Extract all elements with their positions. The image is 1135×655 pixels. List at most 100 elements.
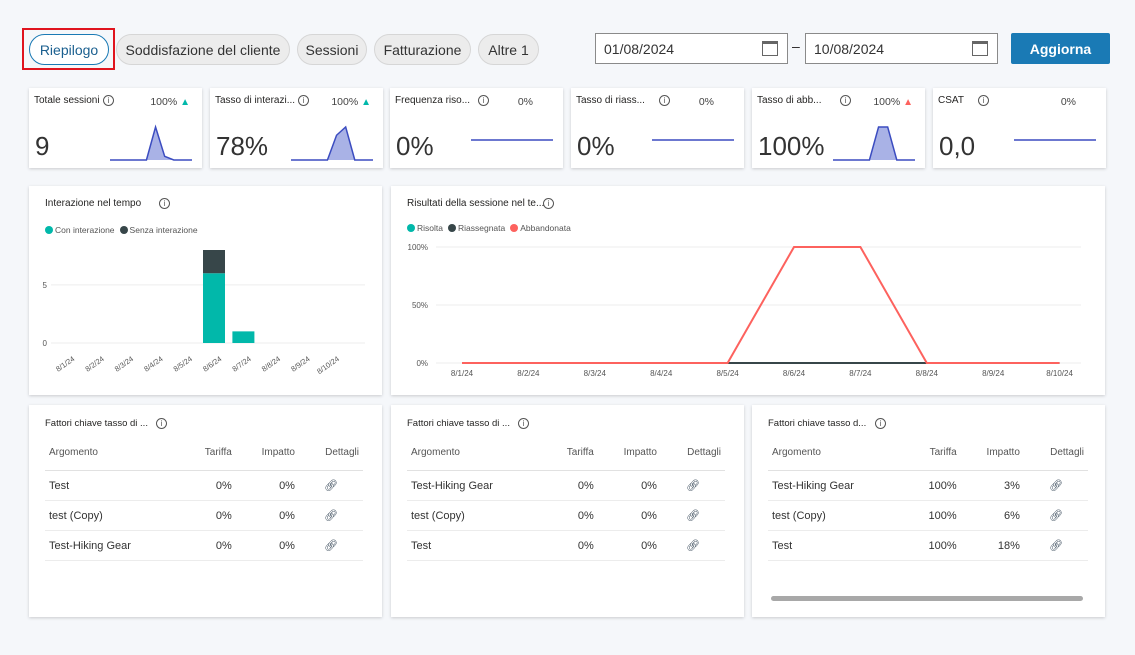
- table-row[interactable]: Test 0% 0% 🔗︎: [407, 530, 725, 561]
- legend-item[interactable]: Riassegnata: [447, 223, 505, 233]
- column-header[interactable]: Argomento: [768, 447, 906, 471]
- column-header[interactable]: Impatto: [597, 447, 661, 471]
- table-row[interactable]: test (Copy) 0% 0% 🔗︎: [407, 500, 725, 531]
- kpi-card[interactable]: CSAT i 0% 0,0: [933, 88, 1106, 168]
- table-row[interactable]: Test-Hiking Gear 0% 0% 🔗︎: [407, 470, 725, 501]
- table-title: Fattori chiave tasso d...: [768, 418, 867, 429]
- refresh-button[interactable]: Aggiorna: [1011, 33, 1110, 64]
- link-icon[interactable]: 🔗︎: [324, 540, 338, 552]
- info-icon[interactable]: i: [103, 95, 114, 106]
- column-header[interactable]: Argomento: [45, 447, 183, 471]
- column-header[interactable]: Dettagli: [1023, 447, 1088, 471]
- topic-cell: Test-Hiking Gear: [407, 470, 545, 501]
- column-header[interactable]: Tariffa: [905, 447, 961, 471]
- column-header[interactable]: Tariffa: [182, 447, 236, 471]
- info-icon[interactable]: i: [159, 198, 170, 209]
- tab-fatturazione[interactable]: Fatturazione: [374, 34, 471, 65]
- legend-item[interactable]: Con interazione: [45, 225, 115, 235]
- link-icon[interactable]: 🔗︎: [686, 540, 700, 552]
- kpi-value: 0,0: [939, 131, 976, 161]
- info-icon[interactable]: i: [156, 418, 167, 429]
- x-tick-label: 8/1/24: [451, 369, 474, 378]
- info-icon[interactable]: i: [543, 198, 554, 209]
- x-tick-label: 8/7/24: [230, 354, 252, 373]
- column-header[interactable]: Argomento: [407, 447, 545, 471]
- tab-altre[interactable]: Altre 1: [478, 34, 539, 65]
- sparkline-area: [291, 127, 373, 160]
- key-drivers-card: Fattori chiave tasso d... i Argomento Tar…: [752, 405, 1105, 617]
- sparkline: [471, 139, 553, 141]
- horizontal-scrollbar[interactable]: [771, 596, 1083, 601]
- table-row[interactable]: Test 100% 18% 🔗︎: [768, 530, 1088, 561]
- legend: Risolta Riassegnata Abbandonata: [407, 223, 571, 233]
- rate-cell: 0%: [182, 530, 236, 561]
- legend-item[interactable]: Senza interazione: [119, 225, 198, 235]
- kpi-card[interactable]: Tasso di abb... i 100% ▲ 100%: [752, 88, 925, 168]
- info-icon[interactable]: i: [978, 95, 989, 106]
- table-row[interactable]: Test-Hiking Gear 100% 3% 🔗︎: [768, 470, 1088, 501]
- impact-cell: 0%: [597, 470, 661, 501]
- table-row[interactable]: Test 0% 0% 🔗︎: [45, 470, 363, 501]
- column-header[interactable]: Dettagli: [660, 447, 725, 471]
- key-drivers-table: Argomento Tariffa Impatto Dettagli Test-Hiki…: [407, 447, 725, 561]
- tab-soddisfazione-cliente[interactable]: Soddisfazione del cliente: [116, 34, 290, 65]
- table-row[interactable]: test (Copy) 0% 0% 🔗︎: [45, 500, 363, 531]
- column-header[interactable]: Impatto: [235, 447, 299, 471]
- rate-cell: 100%: [905, 470, 961, 501]
- legend-item[interactable]: Risolta: [407, 223, 443, 233]
- kpi-card[interactable]: Frequenza riso... i 0% 0%: [390, 88, 563, 168]
- link-icon[interactable]: 🔗︎: [686, 510, 700, 522]
- sparkline-line: [291, 125, 373, 161]
- column-header[interactable]: Impatto: [960, 447, 1024, 471]
- sparkline-line: [110, 124, 192, 161]
- tab-riepilogo[interactable]: Riepilogo: [29, 34, 109, 65]
- kpi-delta-value: 0%: [1060, 96, 1076, 108]
- kpi-title: Frequenza riso...: [395, 95, 471, 106]
- info-icon[interactable]: i: [875, 418, 886, 429]
- topic-cell: Test: [768, 530, 906, 561]
- rate-cell: 0%: [544, 500, 598, 531]
- link-icon[interactable]: 🔗︎: [324, 480, 338, 492]
- link-icon[interactable]: 🔗︎: [1048, 510, 1063, 522]
- sparkline: [1014, 139, 1096, 141]
- topic-cell: test (Copy): [45, 500, 183, 531]
- info-icon[interactable]: i: [840, 95, 851, 106]
- x-tick-label: 8/9/24: [289, 354, 311, 373]
- rate-cell: 0%: [544, 530, 598, 561]
- column-header[interactable]: Dettagli: [298, 447, 363, 471]
- link-icon[interactable]: 🔗︎: [1048, 540, 1063, 552]
- kpi-card[interactable]: Totale sessioni i 100% ▲ 9: [29, 88, 202, 168]
- calendar-icon[interactable]: [972, 41, 988, 56]
- legend: Con interazione Senza interazione: [45, 225, 198, 235]
- sparkline-line: [833, 126, 915, 161]
- key-drivers-card: Fattori chiave tasso di ... i Argomento T…: [391, 405, 744, 617]
- table-title: Fattori chiave tasso di ...: [45, 418, 148, 429]
- info-icon[interactable]: i: [518, 418, 529, 429]
- kpi-delta: 100% ▲: [150, 96, 190, 108]
- link-icon[interactable]: 🔗︎: [686, 480, 700, 492]
- link-icon[interactable]: 🔗︎: [1048, 480, 1063, 492]
- info-icon[interactable]: i: [478, 95, 489, 106]
- info-icon[interactable]: i: [659, 95, 670, 106]
- link-icon[interactable]: 🔗︎: [324, 510, 338, 522]
- x-tick-label: 8/9/24: [982, 369, 1005, 378]
- table-row[interactable]: test (Copy) 100% 6% 🔗︎: [768, 500, 1088, 531]
- table-row[interactable]: Test-Hiking Gear 0% 0% 🔗︎: [45, 530, 363, 561]
- kpi-card[interactable]: Tasso di interazi... i 100% ▲ 78%: [210, 88, 383, 168]
- kpi-title: Tasso di abb...: [757, 95, 822, 106]
- column-header[interactable]: Tariffa: [544, 447, 598, 471]
- kpi-card[interactable]: Tasso di riass... i 0% 0%: [571, 88, 744, 168]
- x-tick-label: 8/5/24: [172, 354, 194, 373]
- topic-cell: test (Copy): [768, 500, 906, 531]
- calendar-icon[interactable]: [762, 41, 778, 56]
- info-icon[interactable]: i: [298, 95, 309, 106]
- highlight-box: [22, 28, 115, 70]
- date-from-input[interactable]: 01/08/2024: [595, 33, 788, 64]
- tab-sessioni[interactable]: Sessioni: [297, 34, 367, 65]
- x-tick-label: 8/1/24: [54, 354, 76, 373]
- sparkline: [652, 139, 734, 141]
- bar-segment: [203, 250, 225, 274]
- kpi-value: 100%: [758, 131, 825, 161]
- date-to-input[interactable]: 10/08/2024: [805, 33, 998, 64]
- legend-item[interactable]: Abbandonata: [510, 223, 571, 233]
